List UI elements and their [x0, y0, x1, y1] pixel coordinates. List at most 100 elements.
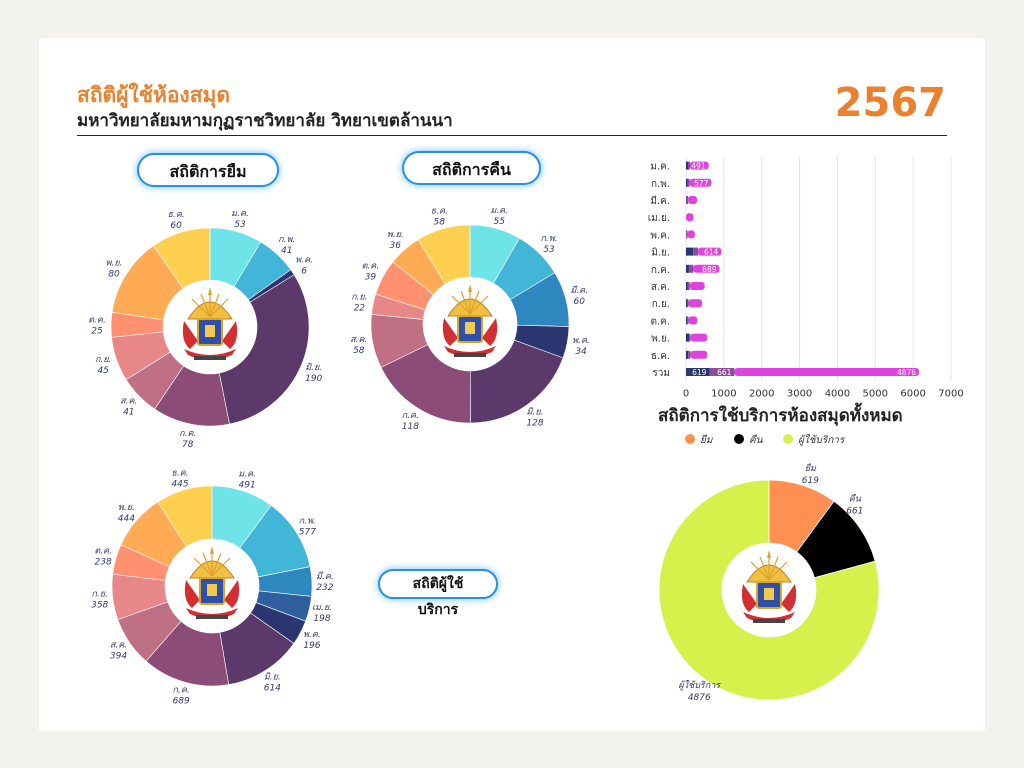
slice-label-borrow-9: ต.ค. [88, 315, 106, 325]
year-label: 2567 [834, 80, 946, 126]
bar-category-6: ก.ค. [651, 265, 670, 276]
bar-segment-7-2 [689, 282, 705, 290]
bar-segment-5-2 [698, 247, 722, 256]
bar-data-label-1-2: 577 [694, 179, 709, 188]
university-crest-icon [721, 542, 817, 638]
slice-value-return-9: 39 [365, 273, 377, 283]
bar-category-3: เม.ย. [648, 213, 670, 224]
bar-segment-10-1 [689, 333, 691, 342]
bar-segment-10-0 [686, 333, 690, 342]
slice-label-service-4: พ.ค. [303, 630, 321, 640]
bar-segment-8-1 [687, 299, 689, 308]
slice-value-service-1: 577 [299, 527, 316, 537]
bar-data-label-12-0: 619 [692, 368, 707, 377]
bar-category-7: ส.ค. [651, 282, 670, 293]
bar-category-1: ก.พ. [651, 179, 670, 190]
slice-label-borrow-0: ม.ค. [231, 209, 249, 219]
slice-label-service-7: ส.ค. [110, 640, 127, 650]
bar-segment-9-2 [688, 316, 698, 325]
slice-value-borrow-0: 53 [234, 220, 246, 230]
grand-chart-title: สถิติการใช้บริการห้องสมุดทั้งหมด [658, 406, 903, 426]
slice-label-return-4: พ.ค. [572, 336, 590, 346]
bar-segment-6-0 [686, 264, 689, 273]
return-donut-chart: ม.ค.55 ก.พ.53 มี.ค.60 พ.ค.34 มิ.ย.128 ก.ค.118… [350, 206, 590, 432]
grand-legend: ยืม คืน ผู้ใช้บริการ [685, 434, 846, 446]
legend-label-2: ผู้ใช้บริการ [798, 434, 846, 446]
bar-category-2: มี.ค. [650, 195, 670, 207]
grand-slice-value-0: 619 [802, 476, 819, 486]
bar-x-tick-4: 4000 [825, 389, 850, 400]
bar-segment-0-0 [686, 161, 689, 170]
bar-segment-9-0 [686, 316, 687, 325]
slice-label-return-8: ก.ย. [351, 292, 367, 302]
bar-segment-0-1 [688, 161, 691, 170]
slice-value-service-10: 444 [118, 514, 135, 524]
bar-category-11: ธ.ค. [651, 351, 670, 362]
bar-segment-0-2 [690, 161, 709, 170]
slice-label-borrow-6: ก.ค. [179, 429, 196, 439]
slice-value-service-8: 358 [91, 601, 108, 611]
bar-segment-1-1 [687, 178, 690, 187]
slice-label-service-8: ก.ย. [91, 590, 107, 600]
slice-value-borrow-11: 60 [170, 221, 182, 231]
slice-label-return-1: ก.พ. [540, 234, 557, 244]
bar-segment-11-2 [690, 350, 708, 359]
university-crest-icon [164, 538, 260, 634]
slice-label-borrow-7: ส.ค. [120, 397, 137, 407]
bar-data-label-5-2: 614 [704, 248, 719, 257]
slice-label-service-10: พ.ย. [118, 503, 135, 513]
slice-label-borrow-5: มิ.ย. [305, 362, 322, 373]
grand-total-donut-chart: ยืม 619 คืน 661 ผู้ใช้บริการ 4876 [658, 463, 880, 703]
service-stats-pill[interactable]: สถิติผู้ใช้บริการ [378, 569, 498, 618]
grand-slice-label-2: ผู้ใช้บริการ [678, 679, 721, 691]
bar-category-0: ม.ค. [650, 162, 670, 173]
legend-swatch-0 [685, 434, 695, 444]
grand-slice-value-1: 661 [846, 506, 863, 516]
bar-segment-6-1 [688, 264, 694, 273]
borrow-donut-chart: ม.ค.53ก.พ.41พ.ค.6มิ.ย.190ก.ค.78ส.ค.41ก.ย… [88, 209, 322, 450]
slice-value-return-0: 55 [493, 217, 505, 227]
page-subtitle: มหาวิทยาลัยมหามกุฏราชวิทยาลัย วิทยาเขตล้… [77, 111, 453, 131]
bar-category-4: พ.ค. [650, 230, 670, 241]
bar-category-8: ก.ย. [652, 299, 670, 310]
bar-segment-8-0 [686, 299, 688, 308]
bar-segment-2-1 [686, 196, 689, 204]
return-stats-pill[interactable]: สถิติการคืน [402, 151, 541, 185]
legend-swatch-1 [734, 434, 744, 444]
bar-segment-1-0 [686, 178, 688, 187]
slice-label-return-7: ส.ค. [350, 335, 367, 345]
bar-data-label-0-2: 491 [691, 162, 706, 171]
slice-label-return-0: ม.ค. [490, 206, 508, 216]
slice-value-service-6: 689 [173, 697, 190, 707]
slice-value-service-3: 198 [313, 614, 330, 624]
slice-label-borrow-4: พ.ค. [295, 255, 313, 265]
slice-value-service-0: 491 [239, 481, 256, 491]
slice-label-service-9: ต.ค. [94, 547, 112, 557]
slice-value-borrow-4: 6 [301, 266, 307, 276]
bar-segment-6-2 [693, 264, 720, 273]
slice-value-borrow-1: 41 [281, 246, 292, 256]
slice-label-return-5: มิ.ย. [527, 406, 544, 417]
slice-value-service-2: 232 [316, 583, 333, 593]
grand-slice-label-0: ยืม [805, 463, 817, 474]
borrow-stats-pill[interactable]: สถิติการยืม [137, 153, 279, 187]
slice-value-service-5: 614 [264, 684, 281, 694]
slice-label-service-5: มิ.ย. [264, 672, 281, 683]
bar-category-10: พ.ย. [651, 334, 670, 345]
bar-segment-11-1 [688, 350, 691, 359]
bar-segment-7-1 [687, 282, 690, 290]
bar-x-tick-0: 0 [683, 389, 689, 400]
grand-slice-label-1: คืน [849, 493, 862, 504]
bar-segment-11-0 [686, 350, 689, 359]
slice-label-borrow-1: ก.พ. [278, 235, 295, 245]
slice-label-borrow-8: ก.ย. [95, 355, 111, 365]
slice-label-service-1: ก.พ. [299, 516, 316, 526]
page-title: สถิติผู้ใช้ห้องสมุด [77, 83, 230, 107]
slice-value-return-6: 118 [402, 422, 419, 432]
slice-value-borrow-6: 78 [182, 440, 194, 450]
slice-value-return-10: 36 [390, 241, 402, 251]
slice-value-borrow-9: 25 [91, 326, 103, 336]
slice-label-return-9: ต.ค. [362, 262, 380, 272]
slice-value-return-1: 53 [543, 245, 555, 255]
